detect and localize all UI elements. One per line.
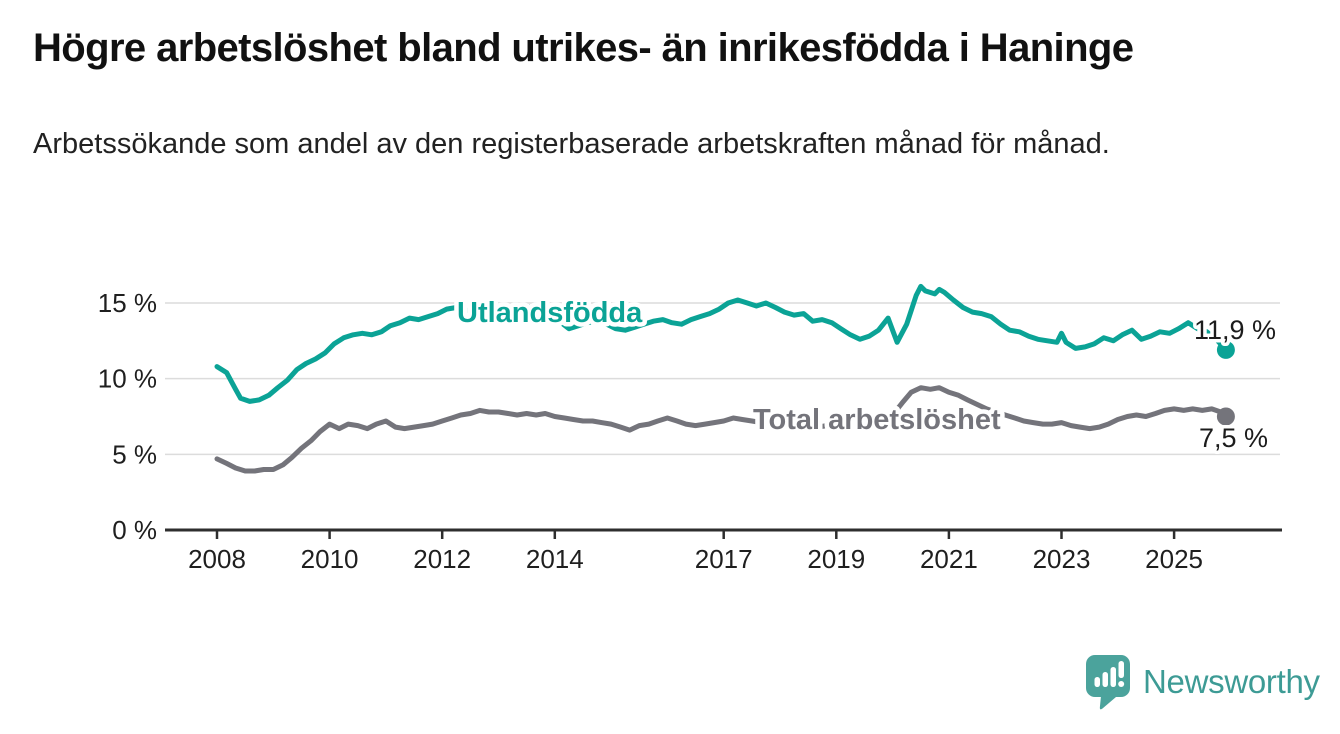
- exclamation-dot: [1118, 681, 1125, 687]
- y-tick-label-5: 5 %: [112, 439, 157, 469]
- y-axis-labels: 0 % 5 % 10 % 15 %: [98, 288, 157, 545]
- x-tick-label-2010: 2010: [301, 544, 359, 574]
- x-tick-label-2008: 2008: [188, 544, 246, 574]
- exclamation-stem: [1118, 661, 1124, 678]
- series-line-0: [214, 283, 1229, 404]
- x-tick-label-2023: 2023: [1033, 544, 1091, 574]
- bar-1: [1094, 677, 1100, 687]
- series-end-dot-1: [1216, 407, 1235, 426]
- x-axis-labels: 2008 2010 2012 2014 2017 2019 2021 2023 2025: [188, 544, 1203, 574]
- x-tick-label-2017: 2017: [695, 544, 753, 574]
- line-chart: 0 %5 %10 %15 % 2008 2010 2012 2014 2017 2019 2…: [98, 283, 1282, 574]
- x-tick-label-2019: 2019: [807, 544, 865, 574]
- y-tick-label-10: 10 %: [98, 364, 157, 394]
- brand-name: Newsworthy: [1143, 662, 1320, 700]
- x-tick-label-2025: 2025: [1145, 544, 1203, 574]
- chart-title: Högre arbetslöshet bland utrikes- än inr…: [33, 26, 1134, 70]
- gridlines: [165, 302, 1280, 456]
- y-tick-label-15: 15 %: [98, 288, 157, 318]
- newsworthy-logo-icon: [1086, 655, 1130, 710]
- end-value-label-total-arbetsloshet: 7,5 %: [1199, 423, 1268, 453]
- series-label-total-arbetsloshet: Total arbetslöshet: [753, 404, 1001, 436]
- series-label-utlandsfodda: Utlandsfödda: [457, 297, 643, 329]
- bar-2: [1102, 672, 1108, 687]
- y-tick-label-0: 0 %: [112, 515, 157, 545]
- bar-3: [1110, 667, 1116, 687]
- x-tick-label-2012: 2012: [413, 544, 471, 574]
- x-tick-label-2021: 2021: [920, 544, 978, 574]
- x-tick-label-2014: 2014: [526, 544, 584, 574]
- series-end-dot-0: [1216, 340, 1235, 359]
- x-axis-ticks: [215, 530, 1176, 539]
- end-value-label-utlandsfodda: 11,9 %: [1194, 315, 1276, 345]
- chart-subtitle: Arbetssökande som andel av den registerb…: [33, 128, 1110, 160]
- series-paths: [214, 283, 1235, 474]
- newsworthy-brand: Newsworthy: [1084, 653, 1320, 710]
- series-line-1: [214, 385, 1229, 474]
